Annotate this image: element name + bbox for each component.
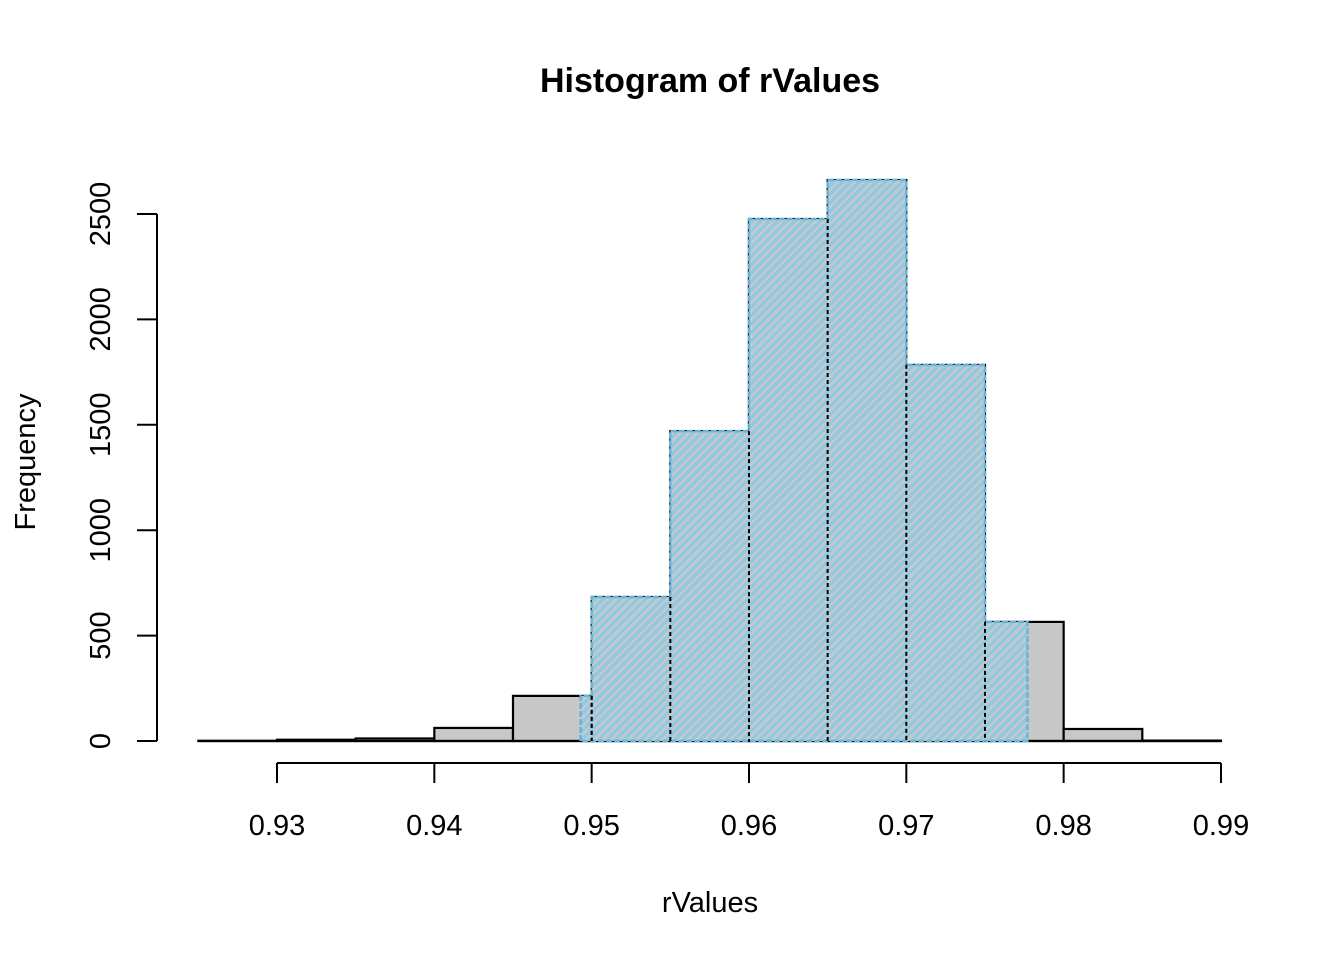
x-axis-label: rValues [662,887,758,919]
y-tick-label: 1500 [85,393,117,458]
y-axis-label: Frequency [10,393,42,531]
chart-title: Histogram of rValues [540,62,880,100]
x-tick-label: 0.96 [721,810,777,842]
highlight-region [579,178,1029,743]
x-tick-label: 0.93 [249,810,305,842]
x-axis: 0.93 0.94 0.95 0.96 0.97 0.98 0.99 [249,762,1249,842]
y-tick-label: 500 [85,611,117,659]
y-tick-label: 1000 [85,498,117,563]
x-tick-label: 0.97 [878,810,934,842]
histogram-bar [1062,727,1144,743]
y-tick-label: 2000 [85,287,117,352]
y-axis: 0 500 1000 1500 2000 2500 [85,182,158,749]
histogram-bar [511,694,593,743]
highlight-area [579,178,1029,743]
x-tick-label: 0.98 [1035,810,1091,842]
x-tick-label: 0.95 [563,810,619,842]
y-tick-label: 2500 [85,182,117,247]
y-tick-label: 0 [85,733,117,749]
x-tick-label: 0.94 [406,810,462,842]
histogram-bar [433,726,515,743]
x-tick-label: 0.99 [1193,810,1249,842]
